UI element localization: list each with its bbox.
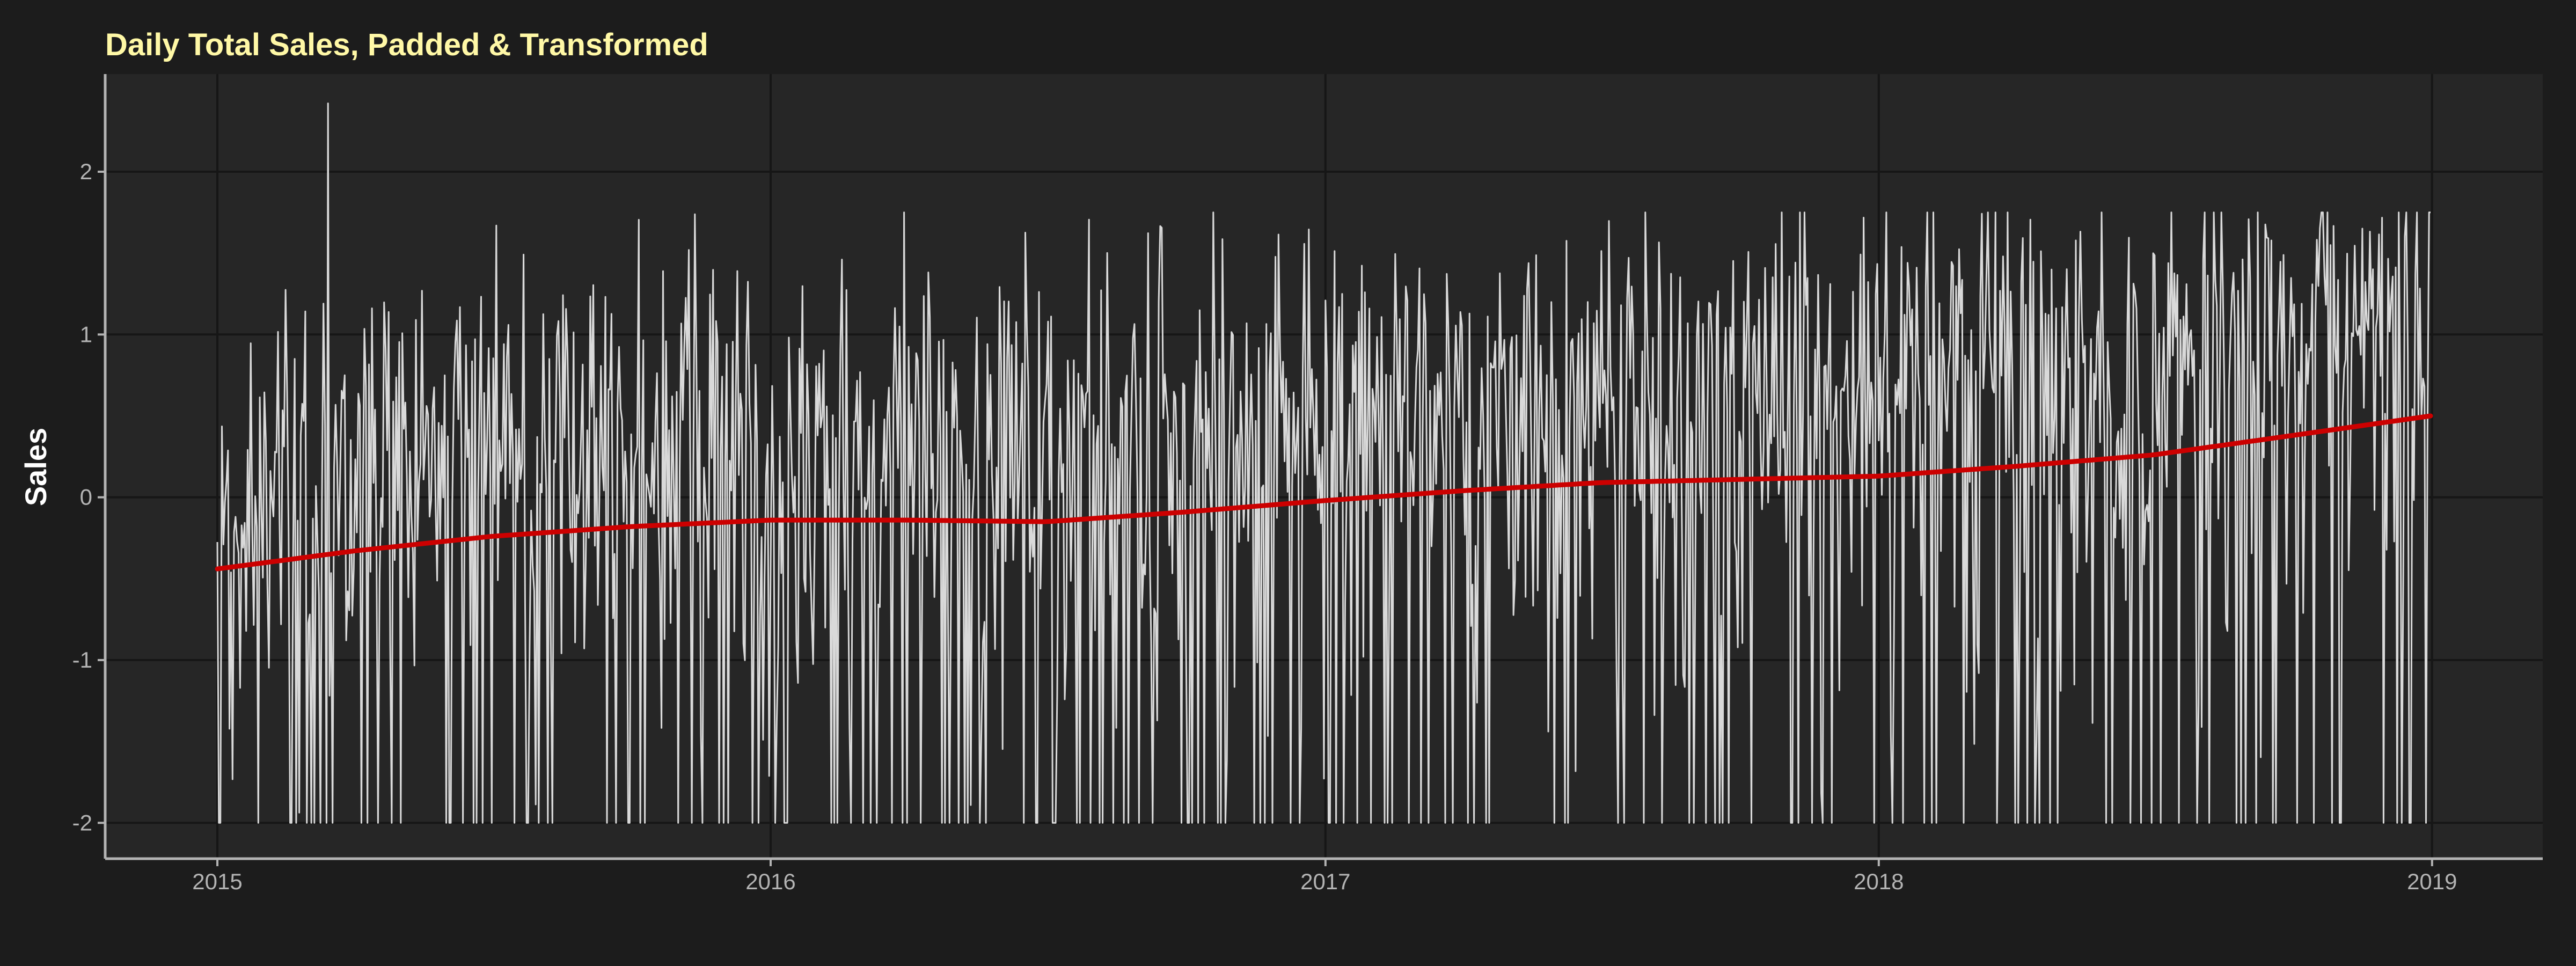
y-tick-label: -1 — [72, 647, 92, 672]
x-tick-label: 2017 — [1300, 869, 1350, 894]
chart-title: Daily Total Sales, Padded & Transformed — [105, 27, 708, 62]
tick-labels: -2 -1 0 1 2 2015 2016 2017 2018 2019 — [72, 159, 2457, 894]
x-tick-label: 2015 — [192, 869, 242, 894]
x-tick-label: 2016 — [745, 869, 795, 894]
trend-series — [215, 413, 2433, 572]
y-tick-label: 1 — [80, 321, 92, 347]
y-axis-label: Sales — [19, 428, 53, 506]
y-tick-label: 2 — [80, 159, 92, 184]
trend-line — [215, 413, 2433, 572]
y-tick-label: 0 — [80, 485, 92, 510]
x-tick-label: 2019 — [2407, 869, 2457, 894]
axes — [98, 74, 2543, 866]
y-tick-label: -2 — [72, 810, 92, 835]
daily-sales-series — [216, 103, 2431, 824]
daily-sales-line — [216, 103, 2431, 824]
x-tick-label: 2018 — [1854, 869, 1904, 894]
